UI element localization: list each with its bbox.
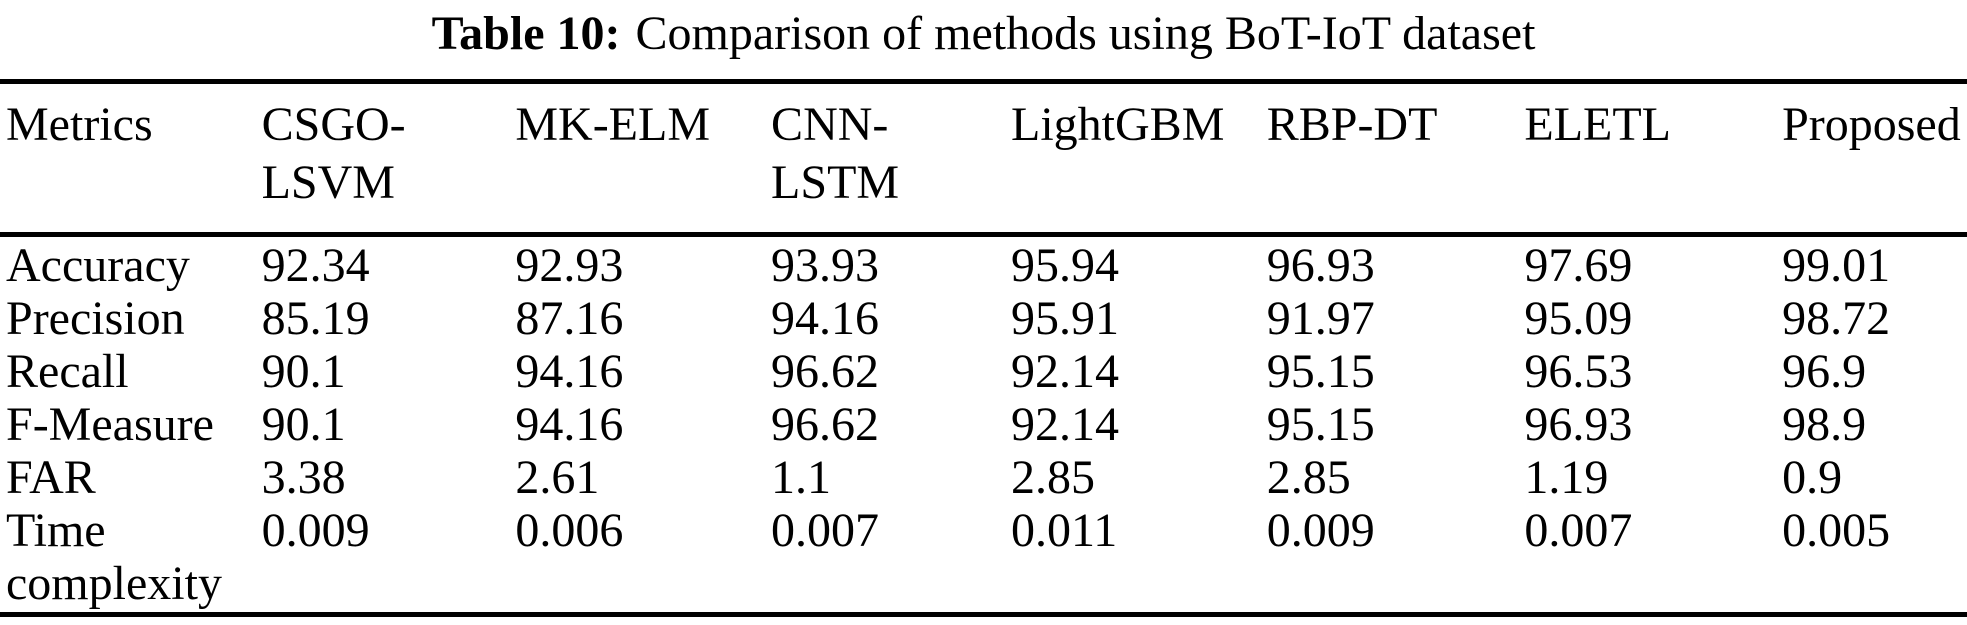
- table-cell: 95.09: [1524, 292, 1633, 345]
- column-header-csgo-lsvm: CSGO-LSVM: [261, 81, 516, 237]
- table-cell: 97.69: [1524, 239, 1633, 292]
- table-cell: 98.72: [1782, 292, 1891, 345]
- table-row-far: FAR 3.38 2.61 1.1 2.85 2.85 1.19 0.9: [0, 451, 1967, 504]
- table-row-precision: Precision 85.19 87.16 94.16 95.91 91.97 …: [0, 292, 1967, 345]
- column-header-mk-elm: MK-ELM: [515, 81, 772, 237]
- table-cell: 0.009: [261, 504, 370, 557]
- table-cell: 85.19: [261, 292, 370, 345]
- table-cell: 92.14: [1011, 345, 1120, 398]
- table-cell: 92.14: [1011, 398, 1120, 451]
- table-cell: 91.97: [1266, 292, 1375, 345]
- table-cell: 93.93: [771, 239, 880, 292]
- table-cell: 98.9: [1782, 398, 1867, 451]
- column-header-lightgbm: LightGBM: [1011, 81, 1267, 237]
- table-row-accuracy: Accuracy 92.34 92.93 93.93 95.94 96.93 9…: [0, 235, 1967, 293]
- table-row-f-measure: F-Measure 90.1 94.16 96.62 92.14 95.15 9…: [0, 398, 1967, 451]
- table-cell: 96.62: [771, 398, 880, 451]
- table-cell: 95.94: [1011, 239, 1120, 292]
- table-cell: 92.93: [515, 239, 624, 292]
- table-cell: 90.1: [261, 345, 346, 398]
- column-header-metrics: Metrics: [0, 81, 262, 237]
- table-header-row: Metrics CSGO-LSVM MK-ELM CNN-LSTM LightG…: [0, 81, 1967, 237]
- column-header-proposed: Proposed: [1782, 81, 1967, 237]
- table-cell: 0.011: [1011, 504, 1118, 557]
- table-caption: Table 10: Comparison of methods using BoT…: [0, 0, 1967, 79]
- comparison-table: Metrics CSGO-LSVM MK-ELM CNN-LSTM LightG…: [0, 79, 1967, 617]
- table-cell: 2.61: [515, 451, 600, 504]
- table-row-recall: Recall 90.1 94.16 96.62 92.14 95.15 96.5…: [0, 345, 1967, 398]
- column-header-eletl: ELETL: [1524, 81, 1783, 237]
- column-header-rbp-dt: RBP-DT: [1266, 81, 1525, 237]
- table-cell: 94.16: [515, 398, 624, 451]
- row-label: Precision: [6, 292, 185, 345]
- table-cell: 94.16: [771, 292, 880, 345]
- table-cell: 96.53: [1524, 345, 1633, 398]
- table-cell: 95.15: [1266, 398, 1375, 451]
- table-cell: 92.34: [261, 239, 370, 292]
- row-label: Recall: [6, 345, 129, 398]
- table-cell: 95.15: [1266, 345, 1375, 398]
- table-cell: 96.9: [1782, 345, 1867, 398]
- table-cell: 0.007: [1524, 504, 1633, 557]
- table-cell: 2.85: [1266, 451, 1351, 504]
- table-cell: 1.1: [771, 451, 832, 504]
- table-cell: 96.93: [1524, 398, 1633, 451]
- row-label: Accuracy: [6, 239, 190, 292]
- table-cell: 99.01: [1782, 239, 1891, 292]
- table-cell: 0.9: [1782, 451, 1843, 504]
- row-label: Time complexity: [6, 504, 222, 610]
- row-label: F-Measure: [6, 398, 214, 451]
- table-cell: 96.62: [771, 345, 880, 398]
- table-cell: 95.91: [1011, 292, 1120, 345]
- table-caption-text: Comparison of methods using BoT-IoT data…: [635, 7, 1536, 60]
- table-cell: 1.19: [1524, 451, 1609, 504]
- table-cell: 0.009: [1266, 504, 1375, 557]
- column-header-cnn-lstm: CNN-LSTM: [771, 81, 1012, 237]
- table-cell: 87.16: [515, 292, 624, 345]
- table-cell: 0.006: [515, 504, 624, 557]
- table-cell: 90.1: [261, 398, 346, 451]
- table-cell: 94.16: [515, 345, 624, 398]
- table-cell: 0.005: [1782, 504, 1891, 557]
- table-caption-label: Table 10:: [431, 7, 621, 60]
- table-cell: 2.85: [1011, 451, 1096, 504]
- table-cell: 96.93: [1266, 239, 1375, 292]
- table-row-time-complexity: Time complexity 0.009 0.006 0.007 0.011 …: [0, 504, 1967, 615]
- row-label: FAR: [6, 451, 96, 504]
- table-cell: 3.38: [261, 451, 346, 504]
- table-cell: 0.007: [771, 504, 880, 557]
